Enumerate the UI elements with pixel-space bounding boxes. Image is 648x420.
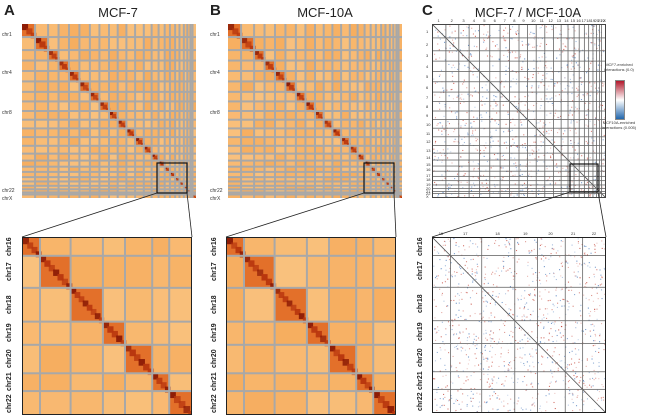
top-number-16: 16: [576, 18, 581, 23]
side-number-15: 15: [426, 161, 431, 167]
zoom-top-number-22: 22: [591, 231, 597, 236]
label-chr22-b: chr22: [210, 188, 223, 194]
top-number-3: 3: [462, 18, 465, 23]
overview-heatmap-b: [228, 24, 402, 198]
top-number-7: 7: [503, 18, 506, 23]
zoom-top-number-20: 20: [548, 231, 553, 236]
top-number-17: 17: [581, 18, 586, 23]
label-chr8-b: chr8: [210, 110, 220, 116]
zoom-ratio-heatmap: [432, 237, 606, 413]
legend-colorbar: [615, 80, 625, 120]
panel-letter-b: B: [210, 2, 221, 19]
top-number-2: 2: [450, 18, 453, 23]
top-number-5: 5: [483, 18, 486, 23]
side-number-11: 11: [426, 130, 431, 136]
side-number-7: 7: [426, 94, 429, 100]
zoom-top-number-21: 21: [570, 231, 576, 236]
label-chr1-b: chr1: [210, 32, 220, 38]
side-number-2: 2: [426, 41, 429, 47]
top-number-X: X: [603, 18, 606, 23]
label-chr22-a: chr22: [2, 188, 15, 194]
side-number-17: 17: [426, 172, 431, 178]
top-number-20: 20: [594, 18, 599, 23]
top-number-15: 15: [570, 18, 576, 23]
top-number-9: 9: [522, 18, 525, 23]
top-number-18: 18: [586, 18, 591, 23]
side-number-19: 19: [426, 181, 431, 187]
top-number-6: 6: [493, 18, 496, 23]
top-number-10: 10: [531, 18, 536, 23]
zoom-top-number-16: 16: [438, 231, 444, 236]
label-chrx-a: chrX: [2, 196, 13, 202]
panel-letter-a: A: [4, 2, 15, 19]
legend-bottom-text: MCF10A-enriched interactions (0.005): [601, 120, 637, 130]
side-number-14: 14: [426, 155, 431, 161]
side-number-1: 1: [426, 28, 429, 34]
top-number-1: 1: [437, 18, 440, 23]
side-number-3: 3: [426, 53, 429, 59]
side-number-6: 6: [426, 84, 429, 90]
zoom-top-number-17: 17: [463, 231, 468, 236]
side-number-13: 13: [426, 147, 431, 153]
side-number-X: X: [426, 194, 429, 200]
side-number-9: 9: [426, 113, 429, 119]
label-chr8-a: chr8: [2, 110, 12, 116]
top-number-11: 11: [539, 18, 544, 23]
side-number-18: 18: [426, 177, 431, 183]
side-number-4: 4: [426, 63, 429, 69]
legend-top-text: MCF7-enriched interactions (0.0): [604, 62, 634, 72]
label-chr4-b: chr4: [210, 70, 220, 76]
label-chrx-b: chrX: [210, 196, 221, 202]
top-number-22: 22: [600, 18, 605, 23]
zoom-heatmap-a: [22, 237, 192, 415]
top-number-14: 14: [564, 18, 569, 23]
top-number-21: 21: [597, 18, 603, 23]
side-number-5: 5: [426, 74, 429, 80]
panel-letter-c: C: [422, 2, 433, 19]
label-chr1-a: chr1: [2, 32, 12, 38]
top-number-8: 8: [513, 18, 516, 23]
panel-title-a: MCF-7: [98, 5, 138, 20]
side-number-10: 10: [426, 122, 431, 128]
zoom-top-number-18: 18: [495, 231, 500, 236]
zoom-top-number-19: 19: [523, 231, 528, 236]
zoom-heatmap-b: [226, 237, 396, 415]
top-number-13: 13: [556, 18, 562, 23]
side-number-12: 12: [426, 139, 431, 145]
side-number-20: 20: [426, 185, 431, 191]
top-number-12: 12: [548, 18, 553, 23]
panel-title-b: MCF-10A: [297, 5, 353, 20]
label-chr4-a: chr4: [2, 70, 12, 76]
side-number-16: 16: [426, 167, 431, 173]
top-number-4: 4: [472, 18, 475, 23]
side-number-21: 21: [426, 188, 431, 194]
top-number-19: 19: [590, 18, 596, 23]
overview-ratio-heatmap: [432, 24, 606, 198]
panel-title-c: MCF-7 / MCF-10A: [474, 5, 582, 20]
side-number-8: 8: [426, 104, 429, 110]
side-number-22: 22: [426, 191, 431, 197]
overview-heatmap-a: [22, 24, 196, 198]
